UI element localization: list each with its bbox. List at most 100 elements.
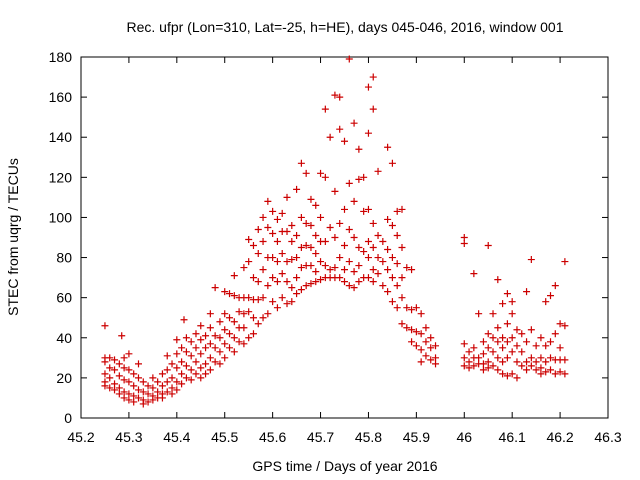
y-tick-label: 60 xyxy=(56,290,72,306)
data-point xyxy=(235,308,243,316)
axis-ticks: 45.2 45.3 45.4 45.5 45.6 45.7 45.8 45.9 46 46.1 46… xyxy=(49,49,622,445)
data-point xyxy=(221,326,229,334)
data-point xyxy=(364,254,372,262)
data-point xyxy=(302,282,310,290)
x-tick-label: 45.5 xyxy=(211,429,238,445)
data-point xyxy=(297,244,305,252)
data-point xyxy=(379,238,387,246)
data-point xyxy=(269,274,277,282)
data-point xyxy=(388,159,396,167)
data-point xyxy=(374,254,382,262)
data-point xyxy=(518,348,526,356)
data-point xyxy=(139,378,147,386)
data-point xyxy=(273,278,281,286)
data-point xyxy=(182,348,190,356)
data-point xyxy=(499,370,507,378)
data-point xyxy=(221,340,229,348)
y-tick-label: 160 xyxy=(49,89,73,105)
data-point xyxy=(369,105,377,113)
data-point xyxy=(293,290,301,298)
data-point xyxy=(149,374,157,382)
data-point xyxy=(297,286,305,294)
data-point xyxy=(527,354,535,362)
data-point xyxy=(364,205,372,213)
x-tick-label: 45.4 xyxy=(163,429,190,445)
data-point xyxy=(508,370,516,378)
data-point xyxy=(111,380,119,388)
data-point xyxy=(144,398,152,406)
data-point xyxy=(134,394,142,402)
x-tick-label: 46 xyxy=(456,429,472,445)
data-point xyxy=(513,358,521,366)
data-point xyxy=(202,360,210,368)
data-point xyxy=(537,354,545,362)
data-point xyxy=(355,262,363,270)
data-point xyxy=(345,258,353,266)
data-point xyxy=(245,294,253,302)
data-point xyxy=(379,258,387,266)
data-point xyxy=(221,288,229,296)
data-point xyxy=(106,384,114,392)
data-point xyxy=(259,294,267,302)
data-point xyxy=(427,356,435,364)
data-point xyxy=(293,231,301,239)
data-point xyxy=(393,282,401,290)
data-point xyxy=(216,348,224,356)
data-point xyxy=(384,143,392,151)
data-point xyxy=(149,384,157,392)
data-point xyxy=(494,324,502,332)
data-point xyxy=(226,330,234,338)
data-point xyxy=(317,169,325,177)
chart-title: Rec. ufpr (Lon=310, Lat=-25, h=HE), days… xyxy=(126,19,563,35)
data-point xyxy=(503,320,511,328)
data-point xyxy=(278,250,286,258)
data-point xyxy=(230,292,238,300)
data-point xyxy=(283,258,291,266)
data-point xyxy=(408,306,416,314)
data-point xyxy=(374,270,382,278)
data-point xyxy=(345,225,353,233)
data-point xyxy=(364,274,372,282)
data-point xyxy=(106,354,114,362)
data-point xyxy=(355,278,363,286)
data-point xyxy=(297,264,305,272)
data-point xyxy=(350,119,358,127)
data-point xyxy=(211,344,219,352)
data-point xyxy=(106,364,114,372)
data-point xyxy=(489,362,497,370)
data-point xyxy=(187,338,195,346)
data-point xyxy=(470,344,478,352)
data-point xyxy=(259,266,267,274)
data-point xyxy=(312,268,320,276)
data-point xyxy=(106,374,114,382)
data-point xyxy=(537,334,545,342)
data-point xyxy=(561,356,569,364)
data-point xyxy=(158,370,166,378)
data-point xyxy=(158,394,166,402)
data-point xyxy=(470,362,478,370)
data-point xyxy=(202,344,210,352)
data-point xyxy=(331,264,339,272)
data-point xyxy=(369,244,377,252)
data-point xyxy=(317,213,325,221)
data-point xyxy=(518,330,526,338)
data-point xyxy=(484,330,492,338)
data-point xyxy=(374,231,382,239)
data-point xyxy=(197,350,205,358)
data-point xyxy=(460,340,468,348)
data-point xyxy=(297,159,305,167)
data-point xyxy=(388,254,396,262)
data-point xyxy=(307,262,315,270)
data-point xyxy=(508,298,516,306)
data-point xyxy=(523,288,531,296)
data-point xyxy=(293,185,301,193)
data-points xyxy=(101,55,569,408)
data-point xyxy=(312,231,320,239)
data-point xyxy=(345,179,353,187)
x-axis-label: GPS time / Days of year 2016 xyxy=(252,458,437,474)
data-point xyxy=(312,250,320,258)
data-point xyxy=(269,254,277,262)
data-point xyxy=(240,324,248,332)
data-point xyxy=(226,290,234,298)
